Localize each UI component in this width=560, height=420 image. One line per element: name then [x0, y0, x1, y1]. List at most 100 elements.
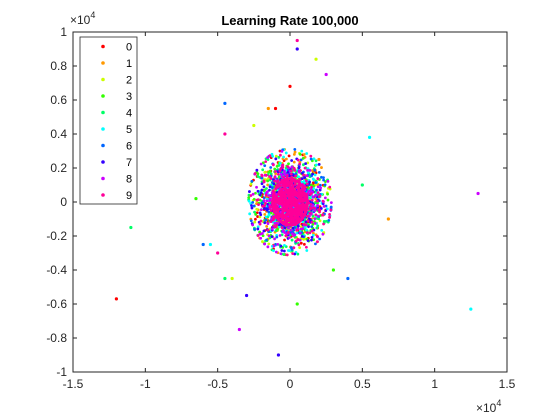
scatter-point-series-8 [298, 169, 301, 173]
scatter-point-series-6 [260, 176, 264, 180]
scatter-point-series-8 [298, 238, 302, 242]
scatter-point-series-6 [315, 188, 318, 192]
scatter-point-series-6 [318, 183, 322, 187]
scatter-point-series-9 [321, 199, 325, 203]
scatter-point-series-7 [258, 193, 262, 197]
scatter-point-series-8 [311, 195, 315, 199]
scatter-point-series-5 [264, 215, 268, 219]
scatter-point-series-4 [316, 224, 320, 228]
scatter-point-series-7 [308, 180, 312, 184]
scatter-point-series-9 [289, 172, 293, 176]
scatter-point-series-9 [293, 208, 297, 212]
scatter-point-series-3 [301, 156, 305, 160]
scatter-point-series-9 [305, 205, 309, 209]
scatter-point-series-2 [255, 207, 259, 211]
scatter-point-series-9 [272, 224, 276, 228]
scatter-outlier-series-6 [223, 101, 227, 105]
scatter-point-series-9 [286, 177, 290, 181]
scatter-point-series-9 [296, 158, 300, 162]
scatter-point-series-9 [292, 167, 296, 171]
scatter-point-series-5 [247, 199, 251, 203]
scatter-point-series-7 [300, 177, 304, 181]
scatter-point-series-3 [263, 188, 266, 192]
scatter-point-series-9 [303, 166, 307, 170]
scatter-point-series-9 [281, 165, 285, 169]
scatter-point-series-9 [274, 212, 278, 216]
scatter-point-series-9 [264, 173, 268, 177]
x-tick-label: 0 [287, 377, 294, 391]
scatter-point-series-9 [284, 178, 288, 182]
scatter-point-series-7 [259, 191, 263, 195]
scatter-point-series-8 [260, 232, 264, 235]
scatter-point-series-9 [275, 180, 279, 184]
scatter-point-series-9 [262, 179, 266, 183]
x-tick-label: -0.5 [207, 377, 228, 391]
scatter-point-series-8 [306, 169, 309, 172]
scatter-point-series-9 [310, 220, 314, 224]
scatter-point-series-8 [313, 209, 317, 212]
scatter-point-series-2 [318, 219, 322, 223]
scatter-point-series-3 [254, 212, 258, 216]
scatter-point-series-0 [287, 154, 291, 158]
y-tick-label: 0.8 [50, 59, 67, 73]
scatter-point-series-9 [272, 192, 276, 196]
scatter-point-series-4 [290, 238, 294, 242]
scatter-point-series-6 [318, 237, 322, 241]
scatter-point-series-8 [279, 252, 283, 256]
y-tick-label: -1 [56, 365, 67, 379]
scatter-point-series-9 [292, 246, 296, 250]
scatter-point-series-8 [266, 245, 270, 249]
scatter-point-series-2 [299, 225, 303, 228]
scatter-point-series-9 [261, 205, 265, 208]
scatter-point-series-7 [250, 204, 253, 207]
scatter-point-series-9 [285, 203, 289, 207]
scatter-point-series-9 [290, 182, 294, 186]
scatter-point-series-7 [259, 213, 263, 217]
scatter-point-series-0 [311, 181, 315, 185]
y-tick-label: -0.2 [46, 229, 67, 243]
scatter-point-series-9 [297, 243, 301, 247]
scatter-point-series-9 [275, 184, 279, 188]
legend-marker-8 [101, 176, 105, 181]
scatter-outlier-series-8 [476, 191, 480, 196]
scatter-point-series-9 [285, 253, 289, 257]
scatter-point-series-9 [309, 203, 313, 206]
scatter-point-series-6 [275, 235, 279, 239]
scatter-point-series-7 [290, 159, 294, 162]
scatter-point-series-1 [292, 160, 296, 164]
scatter-point-series-7 [310, 238, 313, 242]
scatter-point-series-9 [277, 207, 281, 211]
scatter-point-series-9 [291, 252, 295, 255]
scatter-outlier-series-7 [295, 47, 299, 51]
scatter-point-series-9 [268, 154, 272, 158]
scatter-point-series-9 [306, 219, 310, 223]
scatter-point-series-8 [319, 186, 323, 190]
legend: 0 1 2 3 4 5 6 7 8 9 [79, 36, 138, 205]
scatter-point-series-9 [328, 213, 331, 216]
scatter-point-series-5 [303, 225, 307, 229]
scatter-point-series-5 [278, 161, 282, 165]
y-tick-label: 1 [60, 25, 67, 39]
scatter-point-series-7 [256, 189, 260, 193]
scatter-point-series-6 [292, 228, 296, 232]
scatter-point-series-9 [256, 234, 260, 237]
scatter-point-series-8 [283, 169, 286, 173]
scatter-point-series-6 [329, 205, 333, 209]
scatter-point-series-9 [315, 234, 319, 238]
scatter-point-series-6 [251, 200, 255, 204]
scatter-point-series-7 [291, 226, 295, 230]
legend-marker-5 [101, 127, 105, 131]
scatter-point-series-8 [251, 192, 255, 196]
scatter-point-series-3 [258, 230, 262, 234]
scatter-point-series-6 [263, 164, 267, 168]
scatter-point-series-7 [268, 185, 272, 189]
scatter-point-series-9 [297, 193, 301, 197]
scatter-point-series-9 [285, 213, 289, 217]
y-tick-label: 0.4 [50, 127, 67, 141]
scatter-point-series-2 [253, 220, 257, 224]
scatter-point-series-8 [270, 227, 274, 231]
scatter-point-series-8 [279, 173, 283, 176]
scatter-point-series-3 [312, 238, 316, 242]
scatter-point-series-9 [283, 193, 287, 197]
scatter-point-series-9 [289, 201, 293, 205]
